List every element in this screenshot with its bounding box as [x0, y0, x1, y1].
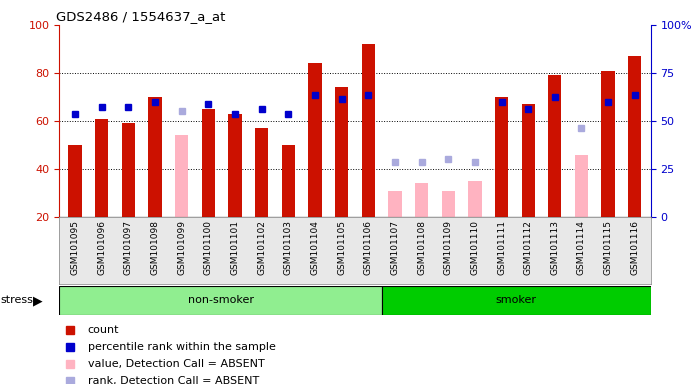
- Bar: [122, 123, 135, 217]
- Bar: [308, 63, 322, 217]
- Text: value, Detection Call = ABSENT: value, Detection Call = ABSENT: [88, 359, 264, 369]
- Bar: [468, 181, 482, 217]
- Text: GSM101111: GSM101111: [497, 220, 506, 275]
- Text: count: count: [88, 326, 119, 336]
- Text: ▶: ▶: [33, 294, 43, 307]
- Bar: [228, 114, 242, 217]
- Bar: [335, 88, 348, 217]
- Text: GSM101108: GSM101108: [417, 220, 426, 275]
- Text: GSM101109: GSM101109: [444, 220, 452, 275]
- Bar: [255, 128, 269, 217]
- Bar: [548, 75, 562, 217]
- Bar: [148, 97, 161, 217]
- Bar: [575, 155, 588, 217]
- Text: GSM101106: GSM101106: [364, 220, 373, 275]
- Text: GSM101097: GSM101097: [124, 220, 133, 275]
- Text: stress: stress: [1, 295, 33, 306]
- Text: GSM101099: GSM101099: [177, 220, 187, 275]
- Text: GSM101115: GSM101115: [603, 220, 612, 275]
- Text: GSM101112: GSM101112: [523, 220, 532, 275]
- Bar: [68, 145, 82, 217]
- Text: GSM101100: GSM101100: [204, 220, 213, 275]
- Text: GSM101095: GSM101095: [71, 220, 79, 275]
- Text: GSM101105: GSM101105: [337, 220, 346, 275]
- Bar: [521, 104, 535, 217]
- Bar: [175, 136, 189, 217]
- Text: GSM101116: GSM101116: [631, 220, 639, 275]
- Bar: [628, 56, 642, 217]
- Bar: [388, 190, 402, 217]
- Text: GSM101107: GSM101107: [390, 220, 400, 275]
- Bar: [441, 190, 455, 217]
- Bar: [59, 286, 382, 315]
- Text: GSM101098: GSM101098: [150, 220, 159, 275]
- Text: GSM101104: GSM101104: [310, 220, 319, 275]
- Bar: [495, 97, 508, 217]
- Text: non-smoker: non-smoker: [187, 295, 253, 306]
- Bar: [282, 145, 295, 217]
- Bar: [382, 286, 651, 315]
- Text: GSM101113: GSM101113: [551, 220, 560, 275]
- Text: GDS2486 / 1554637_a_at: GDS2486 / 1554637_a_at: [56, 10, 225, 23]
- Bar: [202, 109, 215, 217]
- Text: GSM101101: GSM101101: [230, 220, 239, 275]
- Text: percentile rank within the sample: percentile rank within the sample: [88, 343, 276, 353]
- Bar: [95, 119, 109, 217]
- Bar: [601, 71, 615, 217]
- Text: rank, Detection Call = ABSENT: rank, Detection Call = ABSENT: [88, 376, 259, 384]
- Text: GSM101096: GSM101096: [97, 220, 106, 275]
- Text: GSM101103: GSM101103: [284, 220, 293, 275]
- Bar: [362, 44, 375, 217]
- Text: GSM101102: GSM101102: [258, 220, 266, 275]
- Bar: [415, 184, 428, 217]
- Text: smoker: smoker: [496, 295, 537, 306]
- Text: GSM101114: GSM101114: [577, 220, 586, 275]
- Text: GSM101110: GSM101110: [470, 220, 480, 275]
